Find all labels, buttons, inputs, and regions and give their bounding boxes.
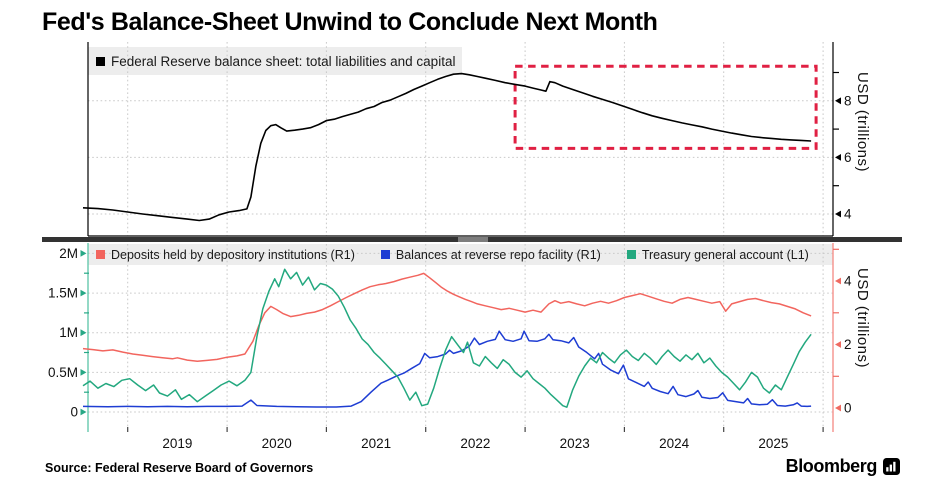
legend-item-reverse-repo[interactable]: Balances at reverse repo facility (R1) <box>380 247 601 262</box>
bottom-right-axis: 0 2 4 <box>832 243 852 432</box>
svg-text:0: 0 <box>844 401 852 416</box>
gridlines <box>88 42 833 427</box>
svg-text:0: 0 <box>70 405 78 420</box>
series-1 <box>82 330 812 408</box>
series-2 <box>82 268 812 408</box>
svg-text:0.5M: 0.5M <box>48 365 78 380</box>
svg-text:2021: 2021 <box>361 436 391 451</box>
legend-label: Federal Reserve balance sheet: total lia… <box>111 53 456 69</box>
blue-square-swatch <box>380 250 390 259</box>
svg-text:1M: 1M <box>59 325 78 340</box>
bar-chart-icon <box>883 458 900 475</box>
legend-item-balance-sheet[interactable]: Federal Reserve balance sheet: total lia… <box>96 54 455 69</box>
red-square-swatch <box>96 250 105 259</box>
bottom-left-axis: 0 0.5M 1M 1.5M 2M <box>48 243 89 432</box>
legend-label: Balances at reverse repo facility (R1) <box>395 247 601 262</box>
svg-text:2022: 2022 <box>460 436 490 451</box>
svg-text:2024: 2024 <box>659 436 690 451</box>
qt-highlight-box <box>513 64 818 150</box>
svg-text:2020: 2020 <box>262 436 292 451</box>
source-note: Source: Federal Reserve Board of Governo… <box>45 461 314 475</box>
top-panel-axes <box>87 42 834 237</box>
top-legend: Federal Reserve balance sheet: total lia… <box>96 47 455 75</box>
svg-text:2025: 2025 <box>758 436 788 451</box>
legend-item-treasury-account[interactable]: Treasury general account (L1) <box>626 247 809 262</box>
top-right-axis-ticks: 4 6 8 <box>833 71 852 222</box>
svg-text:1.5M: 1.5M <box>48 286 78 301</box>
svg-text:4: 4 <box>844 207 852 222</box>
series-0 <box>82 272 812 363</box>
brand-wordmark: Bloomberg <box>785 456 878 476</box>
legend-label: Deposits held by depository institutions… <box>111 247 355 262</box>
svg-text:2023: 2023 <box>560 436 590 451</box>
svg-text:8: 8 <box>844 93 852 108</box>
green-square-swatch <box>626 250 636 259</box>
black-square-swatch <box>96 56 105 66</box>
top-right-axis-title: USD (trillions) <box>854 72 871 173</box>
x-axis: 2019 2020 2021 2022 2023 2024 2025 <box>127 427 824 451</box>
bottom-legend: Deposits held by depository institutions… <box>96 244 809 265</box>
legend-label: Treasury general account (L1) <box>641 247 809 262</box>
svg-text:2: 2 <box>844 337 852 352</box>
svg-text:6: 6 <box>844 150 852 165</box>
series-balance-sheet <box>82 72 812 222</box>
panel-divider-handle[interactable] <box>458 237 488 242</box>
svg-text:2019: 2019 <box>162 436 192 451</box>
chart-title: Fed's Balance-Sheet Unwind to Conclude N… <box>42 8 658 36</box>
svg-text:4: 4 <box>844 274 852 289</box>
panel-divider <box>42 237 902 242</box>
bottom-right-axis-title: USD (trillions) <box>854 268 871 369</box>
bottom-legend-background <box>88 244 833 265</box>
brand-logo: Bloomberg <box>786 456 900 477</box>
top-legend-background <box>88 47 462 75</box>
svg-text:2M: 2M <box>59 246 78 261</box>
legend-item-deposits[interactable]: Deposits held by depository institutions… <box>96 248 355 262</box>
